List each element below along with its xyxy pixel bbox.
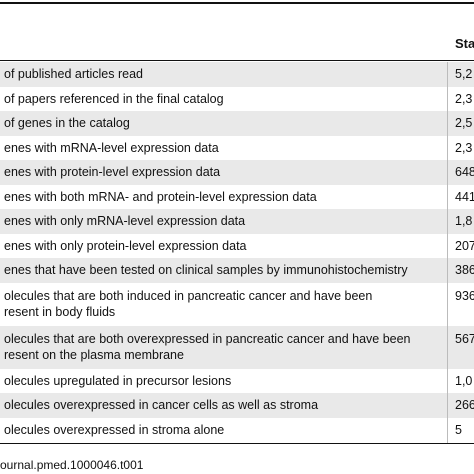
header-cell: Sta	[455, 36, 474, 51]
row-value: 1,0	[455, 373, 473, 388]
row-label: enes with both mRNA- and protein-level e…	[4, 189, 317, 204]
table-row: enes with only protein-level expression …	[0, 234, 474, 259]
row-label: olecules upregulated in precursor lesion…	[4, 373, 232, 388]
bottom-rule	[0, 443, 474, 444]
row-value: 2,3	[455, 140, 473, 155]
table-row: enes that have been tested on clinical s…	[0, 258, 474, 283]
footer: ournal.pmed.1000046.t001	[0, 458, 144, 472]
row-label: enes with mRNA-level expression data	[4, 140, 219, 155]
row-label: of published articles read	[4, 67, 143, 82]
table-row: olecules upregulated in precursor lesion…	[0, 369, 474, 394]
row-value: 936	[455, 289, 474, 303]
row-label: of genes in the catalog	[4, 116, 130, 131]
table-row: enes with protein-level expression data 6…	[0, 160, 474, 185]
table-row: olecules overexpressed in cancer cells a…	[0, 393, 474, 418]
table-row: of genes in the catalog 2,5	[0, 111, 474, 136]
row-value: 1,8	[455, 214, 473, 229]
row-label: enes with protein-level expression data	[4, 165, 221, 180]
row-label: enes with only mRNA-level expression dat…	[4, 214, 246, 229]
row-label: enes that have been tested on clinical s…	[4, 263, 408, 278]
row-value: 2,5	[455, 116, 473, 131]
row-value: 386	[455, 263, 474, 278]
row-label: olecules that are both induced in pancre…	[4, 289, 373, 303]
row-value: 441	[455, 189, 474, 204]
table-row: enes with both mRNA- and protein-level e…	[0, 185, 474, 210]
row-label: olecules that are both overexpressed in …	[4, 332, 411, 346]
row-label: of papers referenced in the final catalo…	[4, 91, 224, 106]
table-row: olecules that are both induced in pancre…	[0, 283, 474, 326]
header-rule	[0, 60, 474, 61]
row-value: 648	[455, 165, 474, 180]
row-label: olecules overexpressed in cancer cells a…	[4, 398, 319, 413]
row-value: 567	[455, 332, 474, 346]
row-label: resent on the plasma membrane	[4, 348, 184, 362]
row-label: enes with only protein-level expression …	[4, 238, 247, 253]
row-label: olecules overexpressed in stroma alone	[4, 422, 225, 437]
row-value: 207	[455, 238, 474, 253]
table-row: enes with mRNA-level expression data 2,3	[0, 136, 474, 161]
row-label: resent in body fluids	[4, 305, 116, 319]
row-value: 5	[455, 422, 462, 437]
table-row: olecules that are both overexpressed in …	[0, 325, 474, 369]
table-row: olecules overexpressed in stroma alone 5	[0, 418, 474, 443]
row-value: 5,2	[455, 67, 473, 82]
row-value: 2,3	[455, 91, 473, 106]
table-row: enes with only mRNA-level expression dat…	[0, 209, 474, 234]
column-divider	[447, 62, 448, 443]
table-row: of papers referenced in the final catalo…	[0, 87, 474, 112]
row-value: 266	[455, 398, 474, 413]
table-row: of published articles read 5,2	[0, 62, 474, 87]
top-rule	[0, 2, 474, 4]
